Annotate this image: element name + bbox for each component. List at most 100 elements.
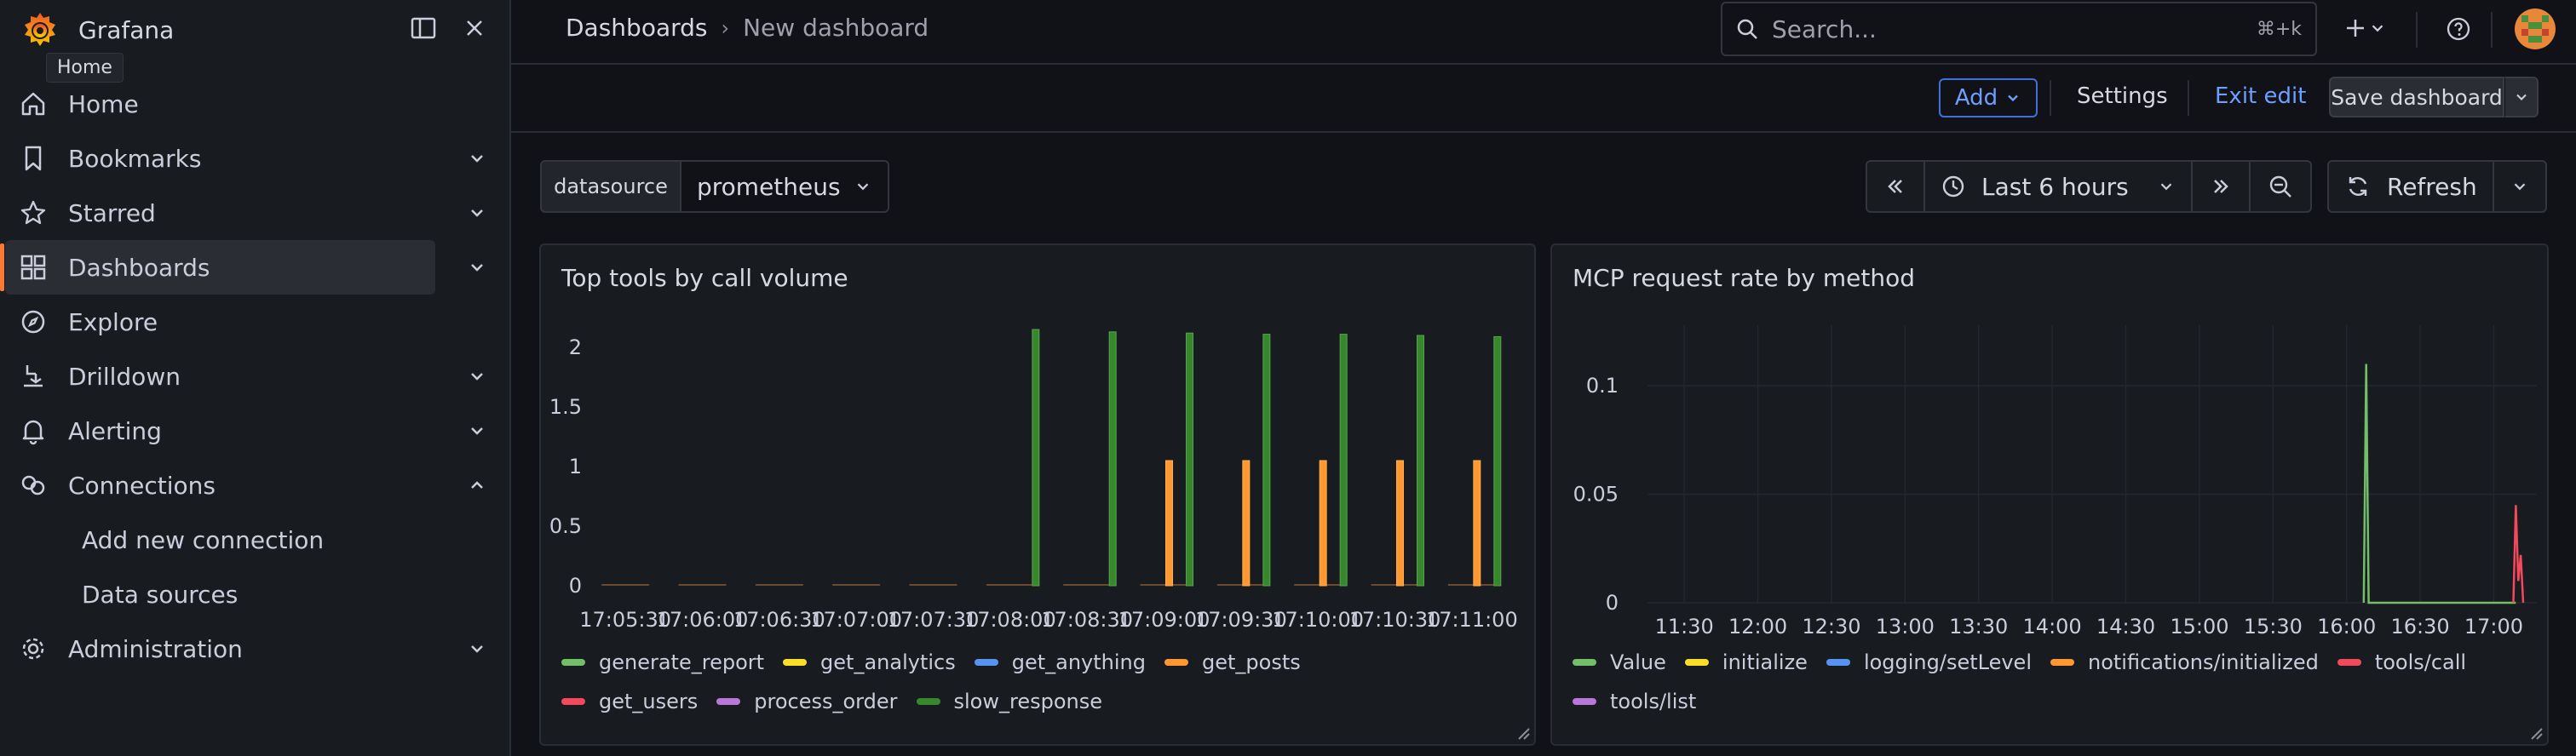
bar-get_posts[interactable] [1165,460,1173,587]
legend-swatch [716,698,741,705]
chart-legend: Value initialize logging/setLevel notificat… [1573,650,2510,713]
legend-item[interactable]: logging/setLevel [1826,650,2032,674]
sidebar-item-label: Starred [68,198,156,227]
y-tick-label: 0.1 [1586,374,1619,398]
close-menu-icon[interactable] [460,14,489,43]
series-line-value[interactable] [2362,364,2516,604]
brand[interactable]: Grafana [20,9,174,51]
legend-item[interactable]: initialize [1684,650,1808,674]
zoom-out-button[interactable] [2249,160,2312,213]
dock-menu-icon[interactable] [409,14,438,43]
legend-item[interactable]: Value [1573,650,1666,674]
user-avatar-icon [2515,9,2556,49]
chevron-down-icon[interactable] [467,148,487,169]
new-menu-button[interactable] [2343,15,2387,41]
bar-slow_response[interactable] [1417,335,1424,587]
save-options-button[interactable] [2504,77,2539,117]
legend-label: get_anything [1011,650,1146,674]
breadcrumb-current: New dashboard [743,14,929,42]
breadcrumb-dashboards[interactable]: Dashboards [566,14,708,42]
app-name: Grafana [78,15,175,44]
sidebar-item-explore[interactable]: Explore [0,295,511,349]
bar-slow_response[interactable] [1262,334,1271,587]
chevron-down-icon [857,183,869,191]
sidebar-item-starred[interactable]: Starred [0,186,511,240]
grafana-logo-icon [25,13,55,46]
time-shift-back-button[interactable] [1866,160,1925,213]
divider [2188,80,2189,116]
datasource-select[interactable]: prometheus [680,160,889,213]
time-shift-forward-button[interactable] [2191,160,2251,213]
exit-edit-button[interactable]: Exit edit [2215,83,2307,109]
legend-item[interactable]: process_order [716,690,898,713]
legend-swatch [561,659,585,666]
sidebar-item-dashboards[interactable]: Dashboards [0,240,483,295]
bar-slow_response[interactable] [1339,334,1348,587]
resize-handle-icon[interactable] [2527,724,2544,741]
bar-get_posts[interactable] [1473,460,1481,587]
y-tick-label: 2 [569,335,582,359]
sidebar-item-label: Alerting [68,416,162,445]
bar-slow_response[interactable] [1108,331,1117,587]
legend-swatch [1826,659,1850,666]
series-line-tools-call[interactable] [2512,505,2525,604]
resize-handle-icon[interactable] [1514,724,1531,741]
legend-item[interactable]: tools/call [2337,650,2466,674]
chevron-down-icon [2160,183,2172,191]
legend-item[interactable]: get_posts [1164,650,1301,674]
home-tooltip: Home [46,53,124,83]
legend-item[interactable]: notifications/initialized [2050,650,2319,674]
angle-double-right-icon [2214,180,2228,193]
x-tick-label: 17:10:30 [1349,608,1441,632]
search-input[interactable]: Search... ⌘+k [1721,2,2317,56]
chevron-up-icon[interactable] [467,475,487,495]
edit-toolbar: Add Settings Exit edit Save dashboard [511,65,2576,133]
sidebar-item-home[interactable]: Home [0,77,511,131]
sidebar-item-bookmarks[interactable]: Bookmarks [0,131,511,186]
sidebar-item-administration[interactable]: Administration [0,621,511,676]
bar-slow_response[interactable] [1186,332,1193,587]
avatar[interactable] [2515,9,2556,49]
angle-double-left-icon [1888,180,1902,193]
legend-item[interactable]: tools/list [1573,690,1696,713]
sidebar-item-connections[interactable]: Connections [0,458,511,513]
time-range-picker[interactable]: Last 6 hours [1923,160,2193,213]
bar-slow_response[interactable] [1032,329,1040,587]
legend-item[interactable]: slow_response [916,690,1102,713]
legend-label: tools/list [1610,690,1697,713]
chevron-down-icon[interactable] [467,639,487,659]
top-bar: Dashboards › New dashboard Search... ⌘+k [511,0,2576,65]
nav-menu: Home Bookmarks Starred Dashboards [0,77,511,676]
panel-top-tools[interactable]: Top tools by call volume 0 0.5 1 1.5 2 17:05:… [539,243,1536,746]
add-button[interactable]: Add [1939,78,2038,117]
legend-item[interactable]: get_analytics [783,650,956,674]
legend-label: notifications/initialized [2088,650,2319,674]
bar-slow_response[interactable] [1493,335,1502,587]
legend-item[interactable]: get_users [561,690,698,713]
sidebar-item-data-sources[interactable]: Data sources [82,580,239,609]
chevron-down-icon[interactable] [467,421,487,441]
settings-button[interactable]: Settings [2077,83,2168,109]
chevron-down-icon[interactable] [467,366,487,387]
refresh-button[interactable]: Refresh [2327,160,2494,213]
sidebar-item-add-new-connection[interactable]: Add new connection [82,525,325,554]
panel-mcp-request-rate[interactable]: MCP request rate by method 0 0.05 0.1 11:30… [1550,243,2549,746]
bar-get_posts[interactable] [1242,460,1251,587]
bar-get_posts[interactable] [1396,460,1404,587]
legend-item[interactable]: generate_report [561,650,764,674]
sidebar-item-label: Drilldown [68,362,181,391]
save-dashboard-button[interactable]: Save dashboard [2329,77,2504,117]
sidebar-item-alerting[interactable]: Alerting [0,404,511,458]
refresh-interval-button[interactable] [2493,160,2547,213]
help-icon[interactable] [2445,15,2472,43]
plus-icon [2347,20,2364,37]
sidebar-item-drilldown[interactable]: Drilldown [0,349,511,404]
y-tick-label: 1.5 [549,395,582,419]
legend-item[interactable]: get_anything [974,650,1146,674]
legend-swatch [916,698,940,705]
legend-swatch [783,659,808,666]
bar-get_posts[interactable] [1319,460,1327,587]
y-tick-label: 0.05 [1573,483,1619,507]
chevron-down-icon[interactable] [467,257,487,278]
chevron-down-icon[interactable] [467,203,487,223]
